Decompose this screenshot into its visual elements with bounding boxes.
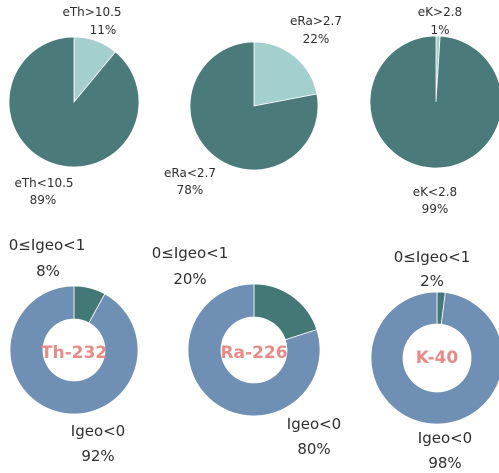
pie-th: eTh>10.5 11% eTh<10.5 89% [8,5,140,207]
donut-center-label-k40: K-40 [416,348,459,368]
slice-major [369,35,499,169]
slice-label-ek-low: eK<2.8 [413,185,457,199]
slice-label-era-high: eRa>2.7 [290,14,342,28]
slice-pct-era-low: 78% [177,183,204,197]
slice-major [8,36,140,168]
slice-pct-ra226-major: 80% [297,440,330,458]
slice-pct-eth-high: 11% [90,23,117,37]
slice-major [189,41,319,171]
slice-label-th232-minor: 0≤Igeo<1 [9,236,86,254]
slice-label-eth-low: eTh<10.5 [14,176,73,190]
pie-ra: eRa>2.7 22% eRa<2.7 78% [164,14,342,197]
donut-th232: 0≤Igeo<1 8% Igeo<0 92% Th-232 [9,236,139,465]
slice-label-k40-major: Igeo<0 [418,429,472,447]
slice-label-k40-minor: 0≤Igeo<1 [394,248,471,266]
donut-ra226: 0≤Igeo<1 20% Igeo<0 80% Ra-226 [152,244,342,458]
donut-k40: 0≤Igeo<1 2% Igeo<0 98% K-40 [370,248,499,472]
slice-label-ra226-minor: 0≤Igeo<1 [152,244,229,262]
slice-label-era-low: eRa<2.7 [164,166,216,180]
slice-pct-ek-low: 99% [422,202,449,216]
slice-pct-th232-minor: 8% [36,262,60,280]
pie-k: eK>2.8 1% eK<2.8 99% [369,5,499,216]
slice-minor [253,283,318,341]
slice-pct-k40-minor: 2% [420,272,444,290]
slice-pct-th232-major: 92% [81,447,114,465]
slice-major [370,291,499,425]
slice-major [187,283,321,417]
slice-major [9,285,139,415]
slice-minor [253,41,318,107]
slice-label-ek-high: eK>2.8 [418,5,462,19]
slice-label-th232-major: Igeo<0 [71,422,125,440]
slice-pct-ra226-minor: 20% [173,270,206,288]
slice-pct-ek-high: 1% [430,23,449,37]
slice-pct-eth-low: 89% [30,193,57,207]
slice-label-ra226-major: Igeo<0 [287,415,341,433]
slice-label-eth-high: eTh>10.5 [62,5,121,19]
slice-pct-k40-major: 98% [428,454,461,469]
slice-pct-era-high: 22% [303,32,330,46]
donut-center-label-ra226: Ra-226 [220,343,287,363]
donut-center-label-th232: Th-232 [41,343,107,363]
